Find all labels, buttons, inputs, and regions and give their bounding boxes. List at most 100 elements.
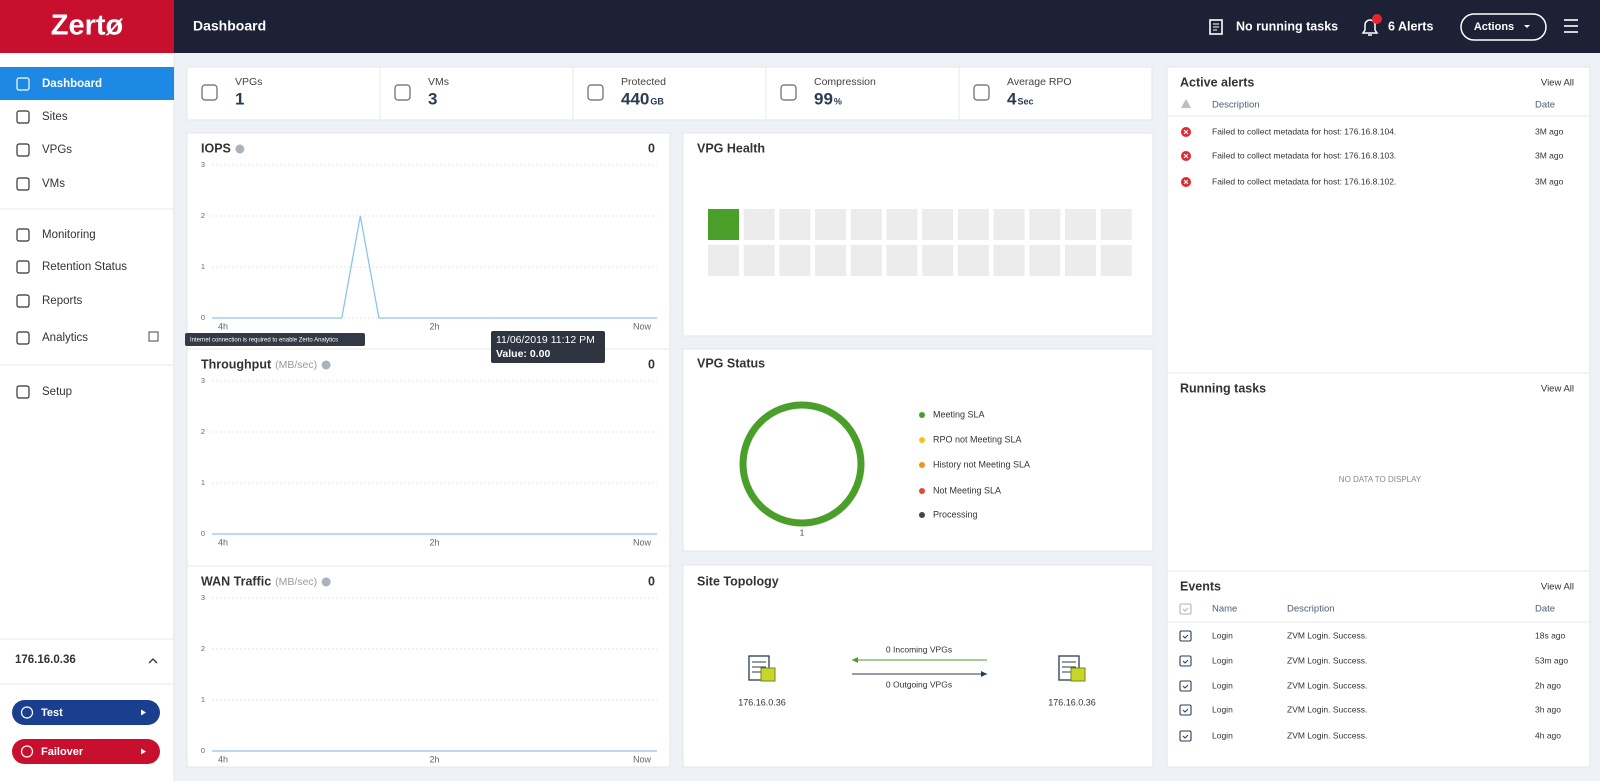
legend-dot bbox=[919, 488, 925, 494]
health-tile bbox=[922, 209, 954, 240]
view-all[interactable]: View All bbox=[1541, 78, 1574, 89]
help-icon bbox=[321, 360, 331, 370]
health-tile bbox=[1029, 209, 1061, 240]
section-title: Running tasks bbox=[1180, 381, 1266, 395]
y-tick-label: 3 bbox=[201, 593, 205, 602]
logo: Zertø bbox=[51, 10, 124, 42]
event-check bbox=[1182, 684, 1189, 689]
y-tick-label: 2 bbox=[201, 427, 205, 436]
x-tick-label: 4h bbox=[218, 754, 228, 764]
nav-item[interactable]: Reports bbox=[42, 295, 83, 307]
nav-icon bbox=[16, 385, 30, 399]
summary-value: 440 bbox=[621, 89, 649, 108]
actions[interactable]: Actions bbox=[1474, 21, 1514, 33]
event-cell: Login bbox=[1212, 680, 1233, 690]
card-title: Site Topology bbox=[697, 574, 779, 588]
sidebar-button bbox=[12, 700, 160, 725]
y-tick-label: 2 bbox=[201, 644, 205, 653]
health-tile bbox=[779, 209, 811, 240]
y-tick-label: 1 bbox=[201, 695, 205, 704]
tooltip-time: 11/06/2019 11:12 PM bbox=[496, 334, 595, 346]
health-tile bbox=[922, 245, 954, 276]
event-icon bbox=[1179, 655, 1192, 667]
x-tick-label: 2h bbox=[429, 537, 439, 547]
nav-item[interactable]: VPGs bbox=[42, 144, 72, 156]
view-all[interactable]: View All bbox=[1541, 384, 1574, 395]
nav-icon bbox=[16, 331, 30, 345]
nav-icon bbox=[16, 228, 30, 242]
y-tick-label: 3 bbox=[201, 376, 205, 385]
card-title: VPG Health bbox=[697, 141, 765, 155]
bell-icon bbox=[1361, 19, 1379, 36]
summary-label: VPGs bbox=[235, 76, 262, 88]
chart-current: 0 bbox=[648, 574, 655, 588]
nav-icon bbox=[16, 260, 30, 274]
alerts[interactable]: 6 Alerts bbox=[1388, 19, 1433, 33]
arrow-head bbox=[852, 657, 858, 663]
y-tick-label: 1 bbox=[201, 478, 205, 487]
play-icon bbox=[141, 748, 146, 755]
arrow-head bbox=[981, 671, 987, 677]
chart-title: Throughput bbox=[201, 357, 272, 371]
running-tasks[interactable]: No running tasks bbox=[1236, 19, 1338, 33]
card bbox=[186, 132, 671, 768]
event-icon bbox=[1179, 630, 1192, 642]
summary-icon bbox=[394, 84, 411, 101]
donut-total: 1 bbox=[800, 527, 805, 537]
health-tile bbox=[886, 209, 918, 240]
x-tick-label: 4h bbox=[218, 321, 228, 331]
button-icon bbox=[20, 745, 34, 758]
tasks-icon bbox=[1209, 19, 1223, 35]
y-tick-label: 1 bbox=[201, 262, 205, 271]
section-title: Active alerts bbox=[1180, 75, 1254, 89]
y-tick-label: 3 bbox=[201, 160, 205, 169]
site-label: 176.16.0.36 bbox=[1048, 697, 1096, 707]
event-icon bbox=[1179, 603, 1192, 615]
nav-item[interactable]: Analytics bbox=[42, 332, 88, 344]
play-icon bbox=[141, 709, 146, 716]
chart-title: IOPS bbox=[201, 141, 231, 155]
health-tile bbox=[1065, 209, 1096, 240]
health-tile bbox=[815, 245, 847, 276]
nav-item[interactable]: Monitoring bbox=[42, 229, 96, 241]
x-tick-label: Now bbox=[633, 537, 652, 547]
button-label[interactable]: Failover bbox=[41, 746, 84, 758]
event-check bbox=[1182, 659, 1189, 664]
event-icon bbox=[1179, 680, 1192, 692]
nav-icon bbox=[16, 110, 30, 124]
nav-item[interactable]: VMs bbox=[42, 178, 65, 190]
nav-item[interactable]: Setup bbox=[42, 386, 72, 398]
chart-current: 0 bbox=[648, 141, 655, 155]
nav-item[interactable]: Dashboard bbox=[42, 78, 102, 90]
alert-text: Failed to collect metadata for host: 176… bbox=[1212, 176, 1396, 186]
y-tick-label: 0 bbox=[201, 529, 205, 538]
health-tile bbox=[743, 245, 775, 276]
event-cell: ZVM Login. Success. bbox=[1287, 730, 1367, 740]
event-cell: 3h ago bbox=[1535, 704, 1561, 714]
x-tick-label: Now bbox=[633, 321, 652, 331]
event-cell: 4h ago bbox=[1535, 730, 1561, 740]
y-tick-label: 2 bbox=[201, 211, 205, 220]
legend-dot bbox=[919, 437, 925, 443]
view-all[interactable]: View All bbox=[1541, 582, 1574, 593]
button-label[interactable]: Test bbox=[41, 707, 63, 719]
summary-label: Protected bbox=[621, 76, 666, 88]
error-x bbox=[1183, 153, 1189, 159]
actions-button bbox=[1460, 13, 1547, 41]
chevron bbox=[148, 658, 158, 664]
x-tick-label: 4h bbox=[218, 537, 228, 547]
nav-icon bbox=[16, 177, 30, 191]
tooltip bbox=[491, 331, 605, 363]
summary-value: 99 bbox=[814, 89, 833, 108]
nav-item[interactable]: Sites bbox=[42, 111, 68, 123]
error-x bbox=[1183, 179, 1189, 185]
summary-icon bbox=[201, 84, 218, 101]
event-cell: 18s ago bbox=[1535, 630, 1566, 640]
card-title: VPG Status bbox=[697, 356, 765, 370]
nav-item[interactable]: Retention Status bbox=[42, 261, 127, 273]
incoming-label: 0 Incoming VPGs bbox=[886, 644, 952, 654]
legend-label: History not Meeting SLA bbox=[933, 459, 1030, 469]
external-link-icon bbox=[148, 331, 159, 342]
legend-label: Processing bbox=[933, 509, 978, 519]
